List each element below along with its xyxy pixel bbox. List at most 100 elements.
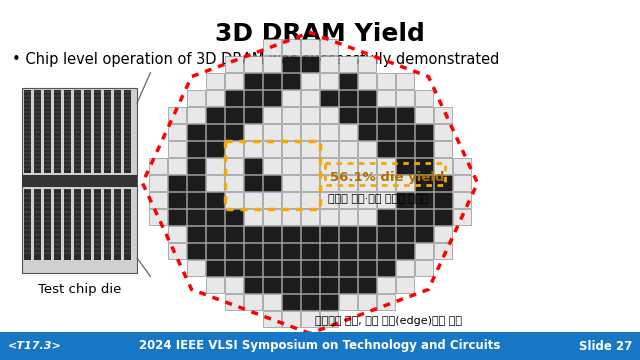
Bar — [263, 39, 281, 55]
Bar — [187, 175, 205, 191]
Text: <T17.3>: <T17.3> — [8, 341, 62, 351]
Bar — [64, 189, 71, 260]
Bar — [301, 124, 319, 140]
Bar — [320, 209, 338, 225]
Bar — [206, 243, 224, 259]
Bar — [244, 90, 262, 106]
Bar — [64, 90, 71, 173]
Bar — [263, 141, 281, 157]
Bar — [104, 189, 111, 260]
Bar — [320, 39, 338, 55]
Bar — [282, 294, 300, 310]
Bar — [54, 189, 61, 260]
Bar — [54, 90, 61, 173]
Bar — [282, 192, 300, 208]
Bar — [415, 141, 433, 157]
Bar — [282, 141, 300, 157]
Bar — [358, 73, 376, 89]
Bar — [244, 260, 262, 276]
Bar — [415, 226, 433, 242]
Bar — [377, 107, 395, 123]
Bar — [415, 107, 433, 123]
Bar — [339, 158, 357, 174]
Bar — [225, 226, 243, 242]
Bar — [415, 175, 433, 191]
Bar — [263, 243, 281, 259]
Bar — [301, 141, 319, 157]
Bar — [225, 140, 319, 208]
Bar — [225, 294, 243, 310]
Bar — [282, 107, 300, 123]
Bar — [377, 260, 395, 276]
Bar — [358, 158, 376, 174]
Bar — [396, 141, 414, 157]
Bar — [320, 141, 338, 157]
Bar — [114, 90, 121, 173]
Bar — [301, 73, 319, 89]
Bar — [187, 107, 205, 123]
Bar — [301, 107, 319, 123]
Bar — [94, 90, 101, 173]
Bar — [301, 226, 319, 242]
Bar — [301, 209, 319, 225]
Bar — [339, 260, 357, 276]
Text: 56.1% die yield: 56.1% die yield — [330, 171, 444, 184]
Bar — [244, 192, 262, 208]
Bar — [225, 124, 243, 140]
Bar — [320, 311, 338, 327]
Bar — [263, 56, 281, 72]
Bar — [339, 73, 357, 89]
Text: Slide 27: Slide 27 — [579, 339, 632, 352]
Bar — [263, 277, 281, 293]
Bar — [225, 175, 243, 191]
Bar — [74, 90, 81, 173]
Bar — [225, 192, 243, 208]
Bar — [377, 243, 395, 259]
Bar — [168, 192, 186, 208]
Bar — [396, 226, 414, 242]
Bar — [0, 332, 640, 360]
Bar — [434, 141, 452, 157]
Bar — [263, 124, 281, 140]
Bar — [434, 124, 452, 140]
Bar — [263, 192, 281, 208]
Bar — [320, 175, 338, 191]
Bar — [187, 209, 205, 225]
Bar — [301, 243, 319, 259]
Bar — [206, 141, 224, 157]
Bar — [206, 260, 224, 276]
Bar — [396, 243, 414, 259]
Bar — [282, 56, 300, 72]
Bar — [415, 260, 433, 276]
Bar — [301, 90, 319, 106]
Bar — [168, 107, 186, 123]
Bar — [24, 90, 31, 173]
Bar — [244, 158, 262, 174]
Bar — [434, 175, 452, 191]
Text: Test chip die: Test chip die — [38, 283, 121, 296]
Bar — [339, 141, 357, 157]
Bar — [124, 90, 131, 173]
Bar — [244, 73, 262, 89]
Bar — [320, 294, 338, 310]
Bar — [225, 56, 243, 72]
Bar — [358, 56, 376, 72]
Bar — [187, 124, 205, 140]
Bar — [415, 90, 433, 106]
Bar — [282, 39, 300, 55]
Bar — [377, 277, 395, 293]
Bar — [377, 73, 395, 89]
Bar — [263, 158, 281, 174]
Bar — [358, 294, 376, 310]
Bar — [206, 192, 224, 208]
Bar — [339, 277, 357, 293]
Bar — [282, 158, 300, 174]
Bar — [187, 192, 205, 208]
Bar — [453, 192, 471, 208]
Bar — [415, 124, 433, 140]
Bar — [263, 90, 281, 106]
Bar — [44, 189, 51, 260]
Bar — [187, 158, 205, 174]
Bar — [415, 243, 433, 259]
Bar — [434, 192, 452, 208]
